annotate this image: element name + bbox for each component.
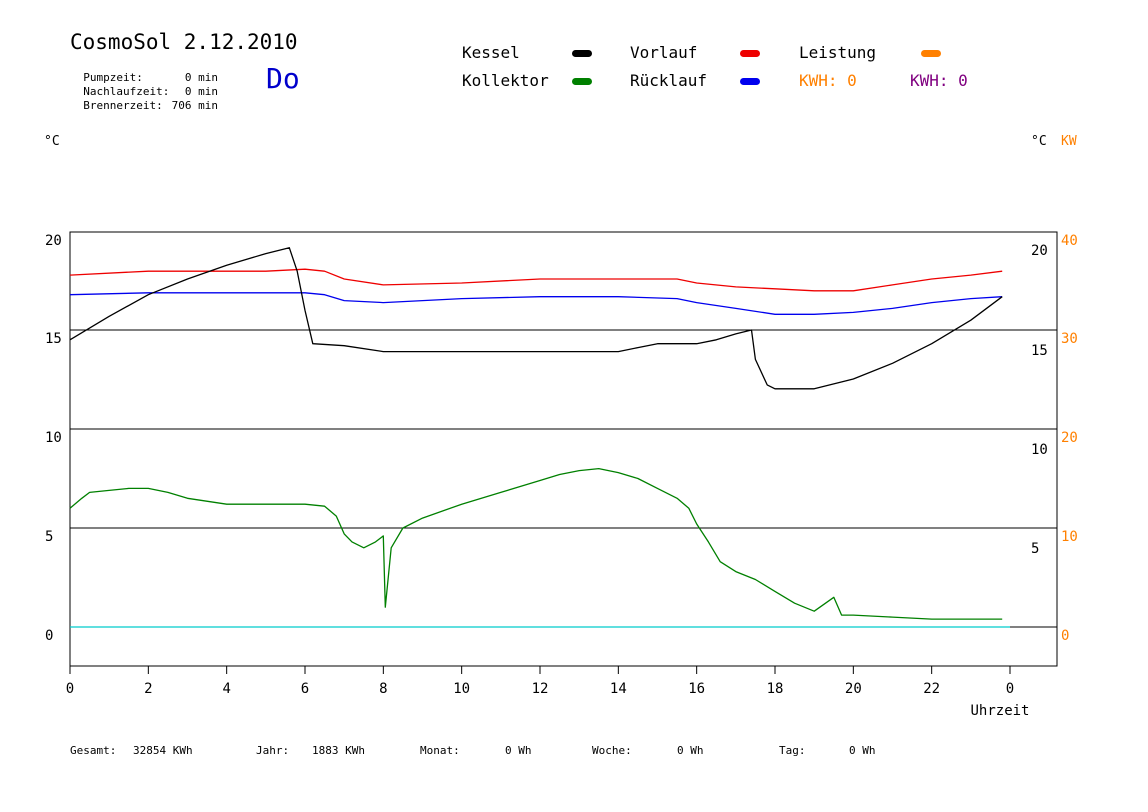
upper-left-tick: 15	[45, 331, 62, 347]
x-tick-label: 20	[845, 681, 862, 697]
footer-tag-value: 0 Wh	[849, 744, 876, 757]
x-tick-label: 4	[222, 681, 230, 697]
footer-woche-value: 0 Wh	[677, 744, 704, 757]
legend-leistung-label: Leistung	[799, 43, 877, 62]
legend-vorlauf-label: Vorlauf	[630, 43, 698, 62]
x-tick-label: 16	[688, 681, 705, 697]
footer-monat-label: Monat:	[420, 744, 460, 757]
stat-brennerzeit: Brennerzeit: 706 min	[83, 99, 218, 112]
upper-left-tick: 20	[45, 233, 62, 249]
upper-right-tick-kw: 30	[1061, 331, 1078, 347]
footer-jahr-label: Jahr:	[256, 744, 290, 757]
weekday-label: Do	[266, 62, 300, 95]
legend-ruecklauf-swatch	[740, 78, 760, 85]
legend-ruecklauf-label: Rücklauf	[630, 71, 708, 90]
series-kollektor-line	[69, 467, 1003, 620]
series-kessel-line	[69, 247, 1003, 390]
x-tick-label: 10	[453, 681, 470, 697]
lower-left-tick: 0	[45, 628, 53, 644]
stat-pumpzeit: Pumpzeit: 0 min	[83, 71, 218, 84]
plot-frame	[69, 231, 1058, 667]
x-tick-label: 2	[144, 681, 152, 697]
footer-gesamt-value: 32854 KWh	[133, 744, 193, 757]
upper-right-tick-c: 20	[1031, 243, 1048, 259]
footer-woche-label: Woche:	[592, 744, 632, 757]
left-unit-label: °C	[44, 134, 60, 149]
legend-kollektor-label: Kollektor	[462, 71, 549, 90]
upper-right-tick-kw: 40	[1061, 233, 1078, 249]
x-tick-label: 14	[610, 681, 627, 697]
lower-right-tick-kw: 10	[1061, 529, 1078, 545]
x-axis-label: Uhrzeit	[970, 703, 1029, 719]
lower-right-tick-kw: 0	[1061, 628, 1069, 644]
legend-kessel-swatch	[572, 50, 592, 57]
stat-nachlaufzeit: Nachlaufzeit: 0 min	[83, 85, 218, 98]
legend-leistung-swatch	[921, 50, 941, 57]
right-unit-kw-label: KW	[1061, 134, 1077, 149]
upper-right-tick-c: 15	[1031, 343, 1048, 359]
x-tick-label: 12	[532, 681, 549, 697]
lower-right-tick-c: 5	[1031, 541, 1039, 557]
footer-tag-label: Tag:	[779, 744, 806, 757]
x-tick-label: 18	[767, 681, 784, 697]
chart-title: CosmoSol 2.12.2010	[70, 30, 298, 54]
x-tick-label: 8	[379, 681, 387, 697]
footer-jahr-value: 1883 KWh	[312, 744, 365, 757]
x-tick-label: 0	[1006, 681, 1014, 697]
lower-left-tick: 10	[45, 430, 62, 446]
footer-monat-value: 0 Wh	[505, 744, 532, 757]
legend-kollektor-swatch	[572, 78, 592, 85]
series-ruecklauf-line	[69, 292, 1003, 315]
legend-kwh-purple: KWH: 0	[910, 71, 968, 90]
lower-left-tick: 5	[45, 529, 53, 545]
x-tick-label: 22	[923, 681, 940, 697]
x-tick-label: 0	[66, 681, 74, 697]
legend-kwh-orange: KWH: 0	[799, 71, 857, 90]
lower-right-tick-kw: 20	[1061, 430, 1078, 446]
legend-vorlauf-swatch	[740, 50, 760, 57]
x-tick-label: 6	[301, 681, 309, 697]
right-unit-c-label: °C	[1031, 134, 1047, 149]
footer-gesamt-label: Gesamt:	[70, 744, 117, 757]
series-vorlauf-line	[69, 268, 1003, 292]
lower-right-tick-c: 10	[1031, 442, 1048, 458]
legend-kessel-label: Kessel	[462, 43, 520, 62]
